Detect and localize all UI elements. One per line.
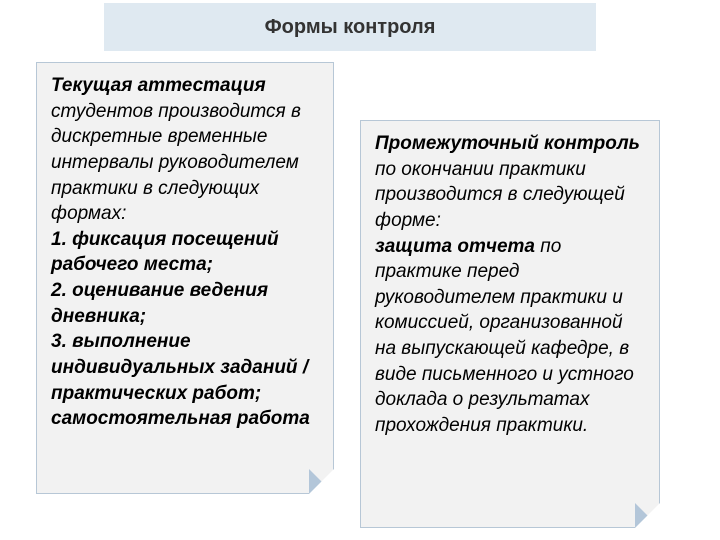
title-text: Формы контроля bbox=[265, 16, 436, 38]
title-bar: Формы контроля bbox=[104, 3, 596, 51]
left-intro-rest: студентов производится в дискретные врем… bbox=[51, 101, 301, 225]
page-curl-mask bbox=[309, 469, 334, 494]
right-rest-1: по окончании практики производится в сле… bbox=[375, 159, 625, 231]
left-note-box: Текущая аттестация студентов производитс… bbox=[36, 62, 334, 494]
left-intro-bold: Текущая аттестация bbox=[51, 75, 266, 96]
right-para-1: Промежуточный контроль по окончании прак… bbox=[375, 131, 645, 234]
right-para-2: защита отчета по практике перед руководи… bbox=[375, 234, 645, 439]
right-note-box: Промежуточный контроль по окончании прак… bbox=[360, 120, 660, 528]
left-item-1: 1. фиксация посещений рабочего места; bbox=[51, 227, 319, 278]
page-curl-mask bbox=[635, 503, 660, 528]
right-bold-2: защита отчета bbox=[375, 236, 535, 257]
right-rest-2: по практике перед руководителем практики… bbox=[375, 236, 634, 436]
left-intro: Текущая аттестация студентов производитс… bbox=[51, 73, 319, 227]
right-bold-1: Промежуточный контроль bbox=[375, 133, 640, 154]
left-item-2: 2. оценивание ведения дневника; bbox=[51, 278, 319, 329]
left-item-3: 3. выполнение индивидуальных заданий / п… bbox=[51, 329, 319, 432]
